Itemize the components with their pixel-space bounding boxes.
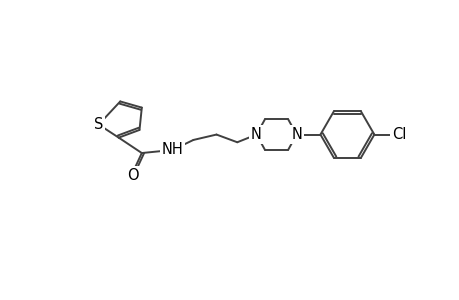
- Text: N: N: [291, 127, 302, 142]
- Text: Cl: Cl: [391, 127, 405, 142]
- Text: O: O: [127, 168, 138, 183]
- Text: S: S: [94, 117, 103, 132]
- Text: N: N: [251, 127, 262, 142]
- Text: NH: NH: [162, 142, 183, 158]
